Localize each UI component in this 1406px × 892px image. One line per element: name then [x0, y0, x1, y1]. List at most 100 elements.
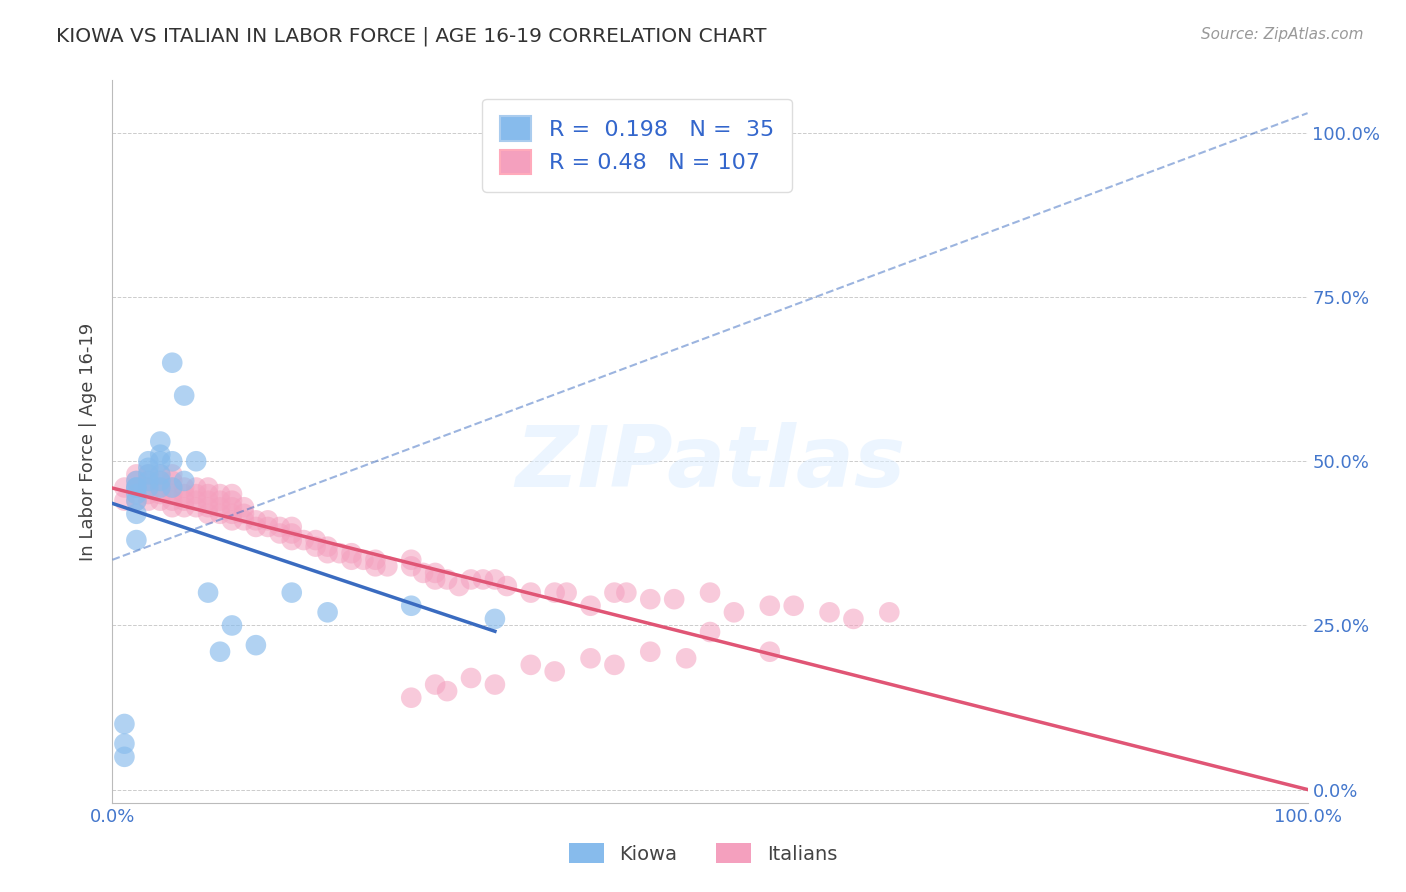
Point: [447, 579, 470, 593]
Point: [603, 657, 626, 672]
Point: [425, 573, 447, 587]
Point: [125, 467, 148, 482]
Point: [149, 474, 172, 488]
Point: [759, 645, 782, 659]
Point: [138, 460, 160, 475]
Point: [281, 520, 304, 534]
Point: [543, 585, 565, 599]
Point: [138, 493, 160, 508]
Point: [316, 546, 339, 560]
Y-axis label: In Labor Force | Age 16-19: In Labor Force | Age 16-19: [79, 322, 97, 561]
Point: [412, 566, 434, 580]
Point: [209, 507, 232, 521]
Point: [162, 500, 183, 515]
Point: [186, 500, 208, 515]
Point: [364, 559, 387, 574]
Point: [579, 651, 602, 665]
Point: [233, 513, 256, 527]
Point: [209, 645, 232, 659]
Point: [149, 493, 172, 508]
Point: [209, 487, 232, 501]
Point: [138, 474, 160, 488]
Point: [401, 690, 423, 705]
Point: [138, 481, 160, 495]
Point: [329, 546, 352, 560]
Point: [186, 454, 208, 468]
Point: [186, 493, 208, 508]
Point: [125, 507, 148, 521]
Point: [484, 573, 506, 587]
Point: [221, 507, 243, 521]
Point: [125, 481, 148, 495]
Point: [245, 638, 267, 652]
Point: [364, 553, 387, 567]
Point: [484, 612, 506, 626]
Legend: Kiowa, Italians: Kiowa, Italians: [560, 833, 846, 873]
Point: [281, 585, 304, 599]
Point: [173, 487, 195, 501]
Point: [640, 645, 662, 659]
Point: [197, 487, 219, 501]
Point: [125, 481, 148, 495]
Point: [114, 717, 135, 731]
Point: [879, 605, 901, 619]
Point: [436, 573, 458, 587]
Point: [197, 507, 219, 521]
Point: [425, 677, 447, 691]
Point: [401, 559, 423, 574]
Point: [162, 454, 183, 468]
Point: [340, 546, 363, 560]
Point: [149, 448, 172, 462]
Text: Source: ZipAtlas.com: Source: ZipAtlas.com: [1201, 27, 1364, 42]
Point: [173, 500, 195, 515]
Point: [616, 585, 638, 599]
Point: [162, 487, 183, 501]
Point: [269, 520, 291, 534]
Point: [162, 493, 183, 508]
Point: [221, 493, 243, 508]
Point: [460, 671, 482, 685]
Point: [125, 533, 148, 547]
Point: [257, 513, 280, 527]
Point: [245, 513, 267, 527]
Point: [759, 599, 782, 613]
Point: [579, 599, 602, 613]
Point: [186, 481, 208, 495]
Point: [818, 605, 841, 619]
Point: [138, 467, 160, 482]
Point: [173, 481, 195, 495]
Point: [138, 487, 160, 501]
Point: [340, 553, 363, 567]
Point: [221, 618, 243, 632]
Point: [484, 677, 506, 691]
Point: [162, 467, 183, 482]
Point: [316, 540, 339, 554]
Point: [149, 467, 172, 482]
Point: [138, 481, 160, 495]
Point: [377, 559, 399, 574]
Point: [233, 500, 256, 515]
Point: [173, 474, 195, 488]
Point: [401, 599, 423, 613]
Point: [173, 388, 195, 402]
Point: [723, 605, 745, 619]
Point: [114, 749, 135, 764]
Point: [149, 474, 172, 488]
Point: [281, 526, 304, 541]
Point: [699, 585, 721, 599]
Point: [197, 585, 219, 599]
Point: [125, 493, 148, 508]
Point: [496, 579, 519, 593]
Point: [114, 493, 135, 508]
Point: [149, 434, 172, 449]
Point: [114, 737, 135, 751]
Point: [245, 520, 267, 534]
Point: [125, 487, 148, 501]
Point: [114, 481, 135, 495]
Point: [520, 657, 543, 672]
Point: [197, 493, 219, 508]
Point: [460, 573, 482, 587]
Point: [149, 481, 172, 495]
Point: [782, 599, 804, 613]
Point: [221, 513, 243, 527]
